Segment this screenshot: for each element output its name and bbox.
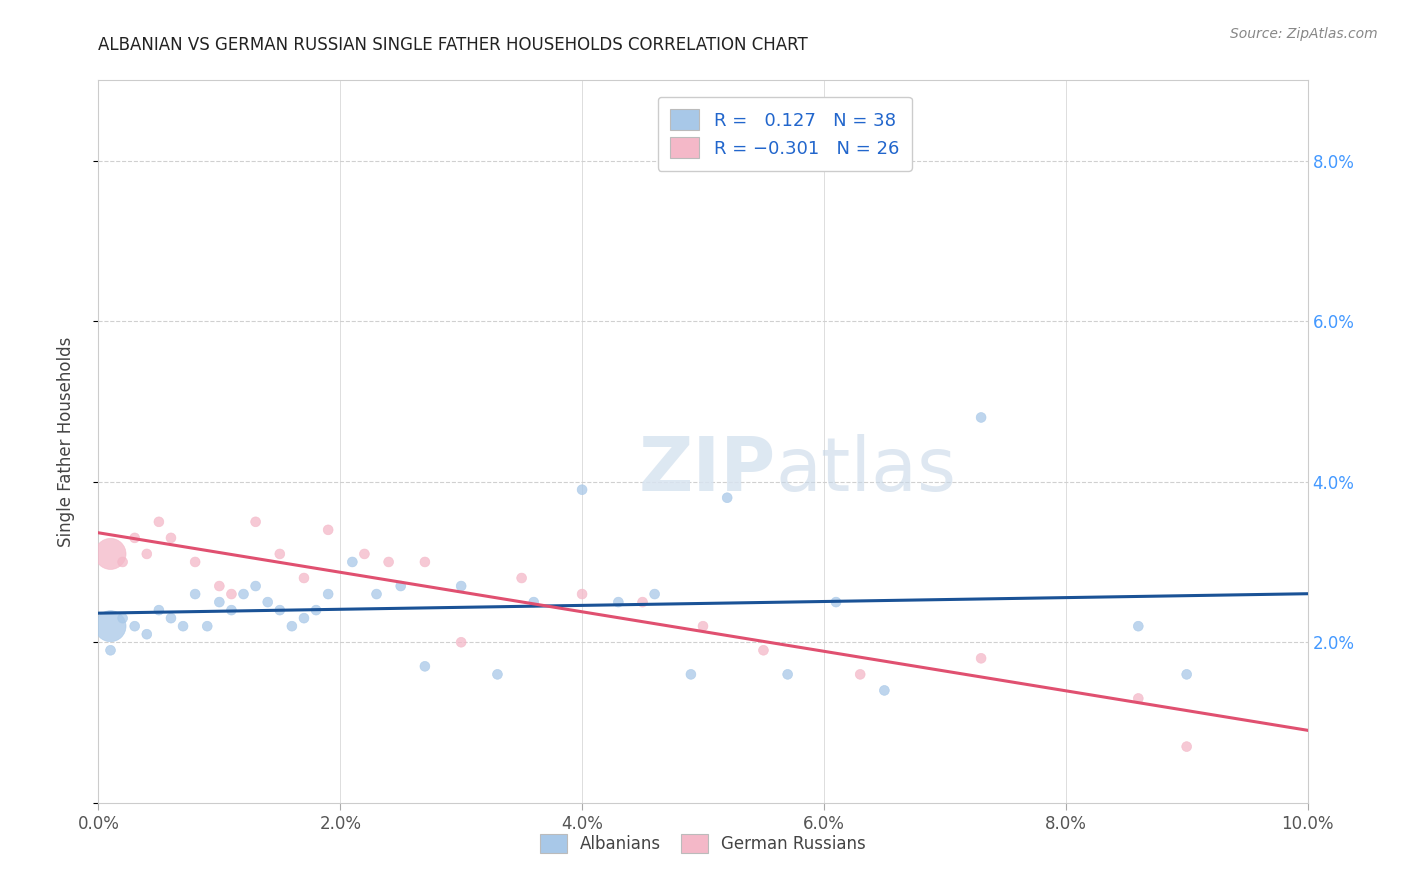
Point [256,595,278,609]
Point [752,643,775,657]
Point [100,619,122,633]
Point [1175,739,1198,754]
Point [232,587,254,601]
Point [523,595,546,609]
Point [970,651,993,665]
Point [184,587,207,601]
Point [111,555,134,569]
Legend: Albanians, German Russians: Albanians, German Russians [533,827,873,860]
Point [208,579,231,593]
Point [849,667,872,681]
Point [776,667,799,681]
Text: ALBANIAN VS GERMAN RUSSIAN SINGLE FATHER HOUSEHOLDS CORRELATION CHART: ALBANIAN VS GERMAN RUSSIAN SINGLE FATHER… [98,36,808,54]
Point [111,611,134,625]
Point [970,410,993,425]
Point [221,603,243,617]
Point [510,571,533,585]
Point [148,603,170,617]
Point [644,587,666,601]
Point [245,515,267,529]
Point [305,603,328,617]
Y-axis label: Single Father Households: Single Father Households [56,336,75,547]
Point [208,595,231,609]
Point [450,579,472,593]
Point [1128,691,1150,706]
Point [269,603,291,617]
Point [679,667,702,681]
Point [389,579,412,593]
Point [281,619,304,633]
Point [172,619,194,633]
Point [292,611,315,625]
Point [135,627,157,641]
Point [316,523,339,537]
Point [221,587,243,601]
Point [160,611,183,625]
Point [413,555,436,569]
Point [377,555,399,569]
Point [245,579,267,593]
Text: atlas: atlas [776,434,956,507]
Point [124,619,146,633]
Point [100,547,122,561]
Point [353,547,375,561]
Point [160,531,183,545]
Point [571,587,593,601]
Point [148,515,170,529]
Point [631,595,654,609]
Point [100,643,122,657]
Point [124,531,146,545]
Point [292,571,315,585]
Point [450,635,472,649]
Point [184,555,207,569]
Point [135,547,157,561]
Point [1175,667,1198,681]
Point [716,491,738,505]
Point [316,587,339,601]
Point [195,619,218,633]
Point [692,619,714,633]
Point [1128,619,1150,633]
Point [873,683,896,698]
Point [486,667,509,681]
Point [413,659,436,673]
Text: Source: ZipAtlas.com: Source: ZipAtlas.com [1230,27,1378,41]
Point [366,587,388,601]
Point [825,595,848,609]
Text: ZIP: ZIP [638,434,776,507]
Point [269,547,291,561]
Point [342,555,364,569]
Point [571,483,593,497]
Point [607,595,630,609]
